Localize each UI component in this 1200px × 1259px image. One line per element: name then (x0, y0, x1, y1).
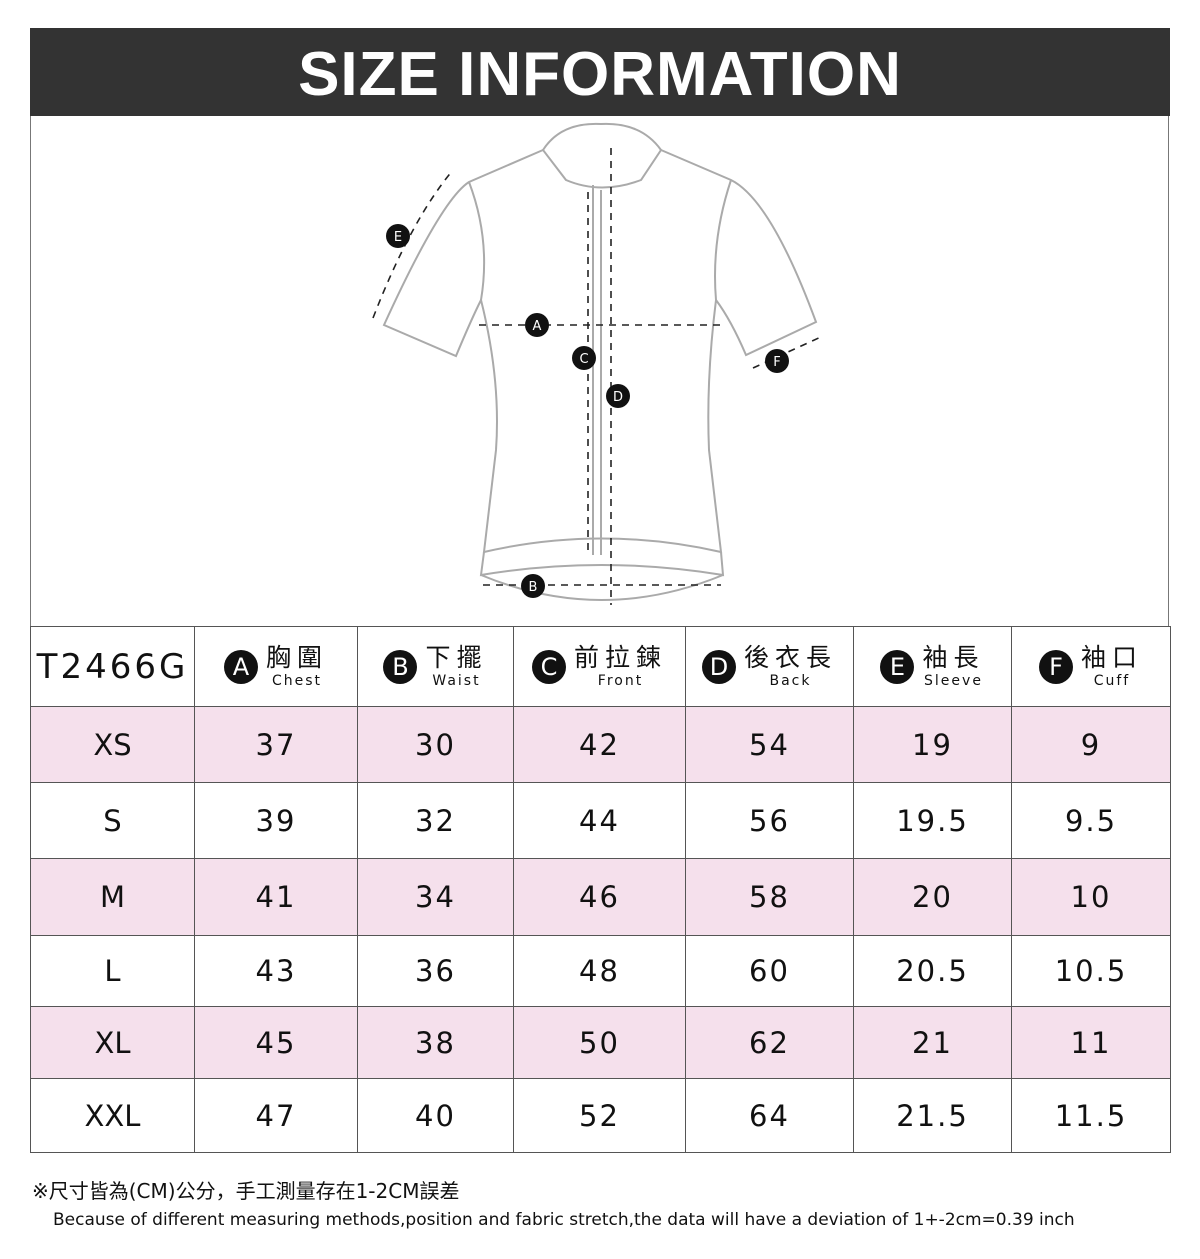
column-header-waist: B 下擺 Waist (357, 626, 514, 707)
size-cell: L (30, 935, 195, 1007)
table-row: L 43 36 48 60 20.5 10.5 (30, 935, 1171, 1007)
letter-badge: B (383, 649, 418, 684)
page-title: SIZE INFORMATION (30, 28, 1170, 116)
column-en: Front (597, 672, 644, 689)
size-cell: M (30, 858, 195, 936)
value-cell: 10.5 (1011, 935, 1171, 1007)
value-cell: 47 (194, 1078, 358, 1153)
table-row: XXL 47 40 52 64 21.5 11.5 (30, 1078, 1171, 1153)
size-cell: XL (30, 1006, 195, 1079)
value-cell: 44 (513, 782, 686, 859)
column-en: Waist (432, 672, 481, 689)
letter-badge: E (880, 649, 915, 684)
value-cell: 11 (1011, 1006, 1171, 1079)
label-f: F (773, 355, 780, 370)
column-header-back: D 後衣長 Back (685, 626, 854, 707)
value-cell: 50 (513, 1006, 686, 1079)
column-en: Cuff (1093, 672, 1131, 689)
column-zh: 袖長 (922, 642, 985, 672)
column-header-sleeve: E 袖長 Sleeve (853, 626, 1012, 707)
column-header-cuff: F 袖口 Cuff (1011, 626, 1171, 707)
table-header-row: T2466G A 胸圍 Chest B 下擺 Waist C 前拉鍊 Front D 後衣長 Back… (30, 626, 1171, 707)
column-en: Chest (271, 672, 323, 689)
label-b: B (529, 580, 538, 595)
jersey-diagram: E A C D F B (30, 116, 1169, 626)
table-row: XS 37 30 42 54 19 9 (30, 706, 1171, 783)
label-a: A (533, 319, 542, 334)
value-cell: 41 (194, 858, 358, 936)
label-d: D (613, 390, 623, 405)
letter-badge: F (1038, 649, 1073, 684)
value-cell: 9 (1011, 706, 1171, 783)
column-header-chest: A 胸圍 Chest (194, 626, 358, 707)
value-cell: 39 (194, 782, 358, 859)
value-cell: 20.5 (853, 935, 1012, 1007)
value-cell: 40 (357, 1078, 514, 1153)
value-cell: 21 (853, 1006, 1012, 1079)
value-cell: 20 (853, 858, 1012, 936)
size-table: T2466G A 胸圍 Chest B 下擺 Waist C 前拉鍊 Front D 後衣長 Back… (30, 626, 1171, 1153)
value-cell: 64 (685, 1078, 854, 1153)
column-zh: 袖口 (1080, 642, 1143, 672)
value-cell: 21.5 (853, 1078, 1012, 1153)
value-cell: 10 (1011, 858, 1171, 936)
column-zh: 胸圍 (265, 642, 328, 672)
label-c: C (579, 352, 588, 367)
value-cell: 46 (513, 858, 686, 936)
value-cell: 32 (357, 782, 514, 859)
note-zh: ※尺寸皆為(CM)公分，手工測量存在1-2CM誤差 (32, 1179, 460, 1203)
letter-badge: A (223, 649, 258, 684)
value-cell: 43 (194, 935, 358, 1007)
value-cell: 60 (685, 935, 854, 1007)
column-en: Back (769, 672, 812, 689)
value-cell: 30 (357, 706, 514, 783)
value-cell: 54 (685, 706, 854, 783)
note-en: Because of different measuring methods,p… (53, 1210, 1075, 1230)
column-zh: 下擺 (425, 642, 488, 672)
column-header-front: C 前拉鍊 Front (513, 626, 686, 707)
value-cell: 45 (194, 1006, 358, 1079)
value-cell: 36 (357, 935, 514, 1007)
value-cell: 58 (685, 858, 854, 936)
label-e: E (394, 230, 402, 245)
value-cell: 34 (357, 858, 514, 936)
jersey-outline: E A C D F B (372, 122, 824, 605)
table-row: XL 45 38 50 62 21 11 (30, 1006, 1171, 1079)
letter-badge: C (531, 649, 566, 684)
size-cell: XS (30, 706, 195, 783)
value-cell: 42 (513, 706, 686, 783)
model-code: T2466G (30, 626, 195, 707)
letter-badge: D (701, 649, 736, 684)
table-row: M 41 34 46 58 20 10 (30, 858, 1171, 936)
column-zh: 後衣長 (743, 642, 837, 672)
column-en: Sleeve (924, 672, 983, 689)
value-cell: 62 (685, 1006, 854, 1079)
value-cell: 9.5 (1011, 782, 1171, 859)
value-cell: 11.5 (1011, 1078, 1171, 1153)
value-cell: 52 (513, 1078, 686, 1153)
value-cell: 56 (685, 782, 854, 859)
value-cell: 19.5 (853, 782, 1012, 859)
size-cell: S (30, 782, 195, 859)
size-cell: XXL (30, 1078, 195, 1153)
value-cell: 38 (357, 1006, 514, 1079)
table-row: S 39 32 44 56 19.5 9.5 (30, 782, 1171, 859)
column-zh: 前拉鍊 (573, 642, 667, 672)
value-cell: 37 (194, 706, 358, 783)
value-cell: 19 (853, 706, 1012, 783)
value-cell: 48 (513, 935, 686, 1007)
